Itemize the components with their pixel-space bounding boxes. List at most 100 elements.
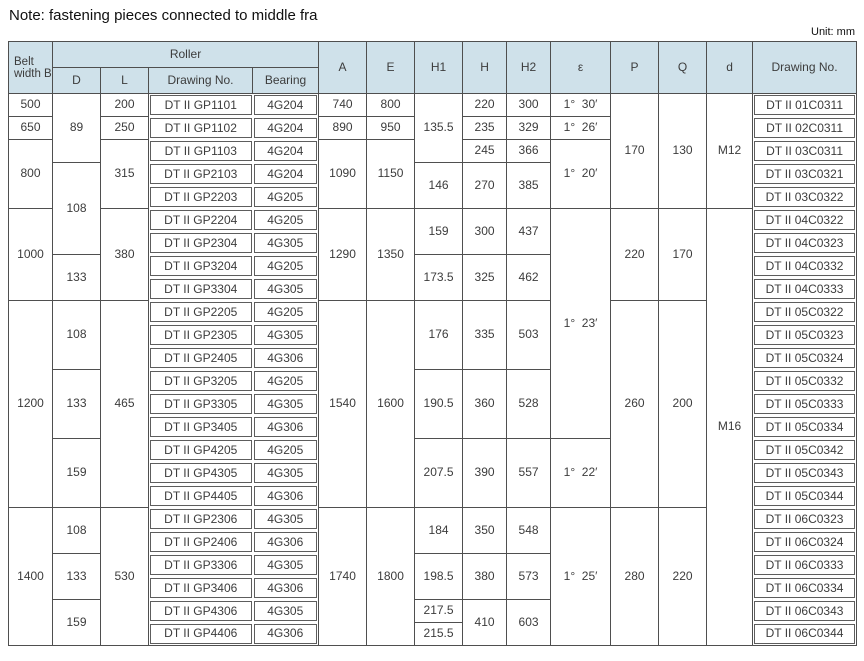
- table-cell: DT II GP2405: [149, 347, 253, 370]
- table-cell: 437: [506, 208, 552, 255]
- table-cell: DT II GP4306: [149, 600, 253, 623]
- table-cell: DT II 06C0324: [753, 531, 857, 554]
- table-cell: 800: [8, 139, 53, 209]
- table-cell: DT II GP2205: [149, 301, 253, 324]
- table-cell: 159: [52, 438, 101, 508]
- cell-box: DT II GP1103: [150, 141, 252, 161]
- cell-box: DT II GP1102: [150, 118, 252, 138]
- table-row: 800 315 DT II GP1103 4G204 1090 1150 245 366 1° …: [8, 139, 857, 209]
- table-row: 133 DT II GP3306 4G305 198.5 380 573 DT II 06C…: [9, 553, 857, 600]
- table-cell: DT II 06C0344: [753, 623, 857, 646]
- table-cell: 220: [658, 507, 708, 646]
- table-row: DT II GP2203 4G205 DT II 03C0322: [9, 186, 857, 209]
- table-cell: 4G305: [253, 554, 319, 577]
- table-cell: DT II 05C0332: [753, 370, 857, 393]
- table-cell: 360: [462, 369, 508, 439]
- cell-box: 4G305: [253, 463, 318, 483]
- table-cell: 108: [52, 300, 101, 370]
- cell-box: DT II 05C0334: [754, 417, 856, 437]
- cell-box: DT II GP2306: [150, 509, 252, 529]
- cell-box: DT II 04C0322: [754, 210, 856, 230]
- table-cell: 133: [52, 369, 101, 439]
- cell-box: DT II 05C0344: [754, 486, 856, 506]
- table-cell: 200: [100, 93, 149, 117]
- table-cell: 1800: [366, 507, 416, 646]
- table-cell: 1200: [8, 300, 53, 508]
- table-cell: 300: [462, 208, 508, 255]
- table-cell: 135.5: [414, 93, 464, 163]
- table-note: Note: fastening pieces connected to midd…: [9, 7, 318, 24]
- table-cell: 4G305: [253, 393, 319, 416]
- table-cell: DT II 05C0333: [753, 393, 857, 416]
- cell-box: DT II GP2406: [150, 532, 252, 552]
- table-cell: DT II 04C0332: [753, 255, 857, 278]
- table-cell: DT II GP1101: [149, 94, 253, 117]
- cell-box: DT II GP3406: [150, 578, 252, 598]
- table-cell: 1150: [366, 139, 416, 209]
- table-cell: 300: [506, 93, 552, 117]
- cell-box: 4G306: [253, 578, 318, 598]
- table-cell: DT II GP2406: [149, 531, 253, 554]
- cell-box: DT II 06C0343: [754, 601, 856, 621]
- table-row: DT II GP3305 4G305 DT II 05C0333: [9, 393, 857, 416]
- table-cell: 603: [506, 599, 552, 646]
- table-cell: DT II GP3305: [149, 393, 253, 416]
- table-cell: 315: [100, 139, 149, 209]
- table-cell: 280: [610, 507, 660, 646]
- table-cell: 325: [462, 254, 508, 301]
- table-cell: DT II GP3306: [149, 554, 253, 577]
- table-cell: 800: [366, 93, 416, 117]
- table-cell: DT II 06C0323: [753, 508, 857, 531]
- table-cell: DT II GP3204: [149, 255, 253, 278]
- table-cell: 1° 30′: [550, 93, 612, 117]
- table-cell: 4G306: [253, 347, 319, 370]
- table-cell: DT II 06C0343: [753, 600, 857, 623]
- table-cell: 740: [318, 93, 368, 117]
- table-cell: DT II 05C0324: [753, 347, 857, 370]
- cell-box: 4G306: [253, 348, 318, 368]
- table-cell: 130: [658, 93, 708, 209]
- table-cell: 159: [52, 599, 101, 646]
- cell-box: DT II GP3204: [150, 256, 252, 276]
- table-cell: 4G306: [253, 485, 319, 508]
- table-cell: DT II GP1102: [149, 117, 253, 140]
- table-cell: DT II GP4406: [149, 623, 253, 646]
- table-cell: 270: [462, 162, 508, 209]
- table-cell: DT II 04C0333: [753, 278, 857, 301]
- column-header-e: E: [366, 41, 416, 94]
- cell-box: DT II GP2205: [150, 302, 252, 322]
- table-cell: 329: [506, 116, 552, 140]
- cell-box: 4G306: [253, 532, 318, 552]
- table-cell: 4G305: [253, 508, 319, 531]
- table-cell: 1° 22′: [550, 438, 612, 508]
- cell-box: DT II GP4406: [150, 623, 252, 644]
- cell-box: DT II 05C0343: [754, 463, 856, 483]
- table-cell: DT II 05C0323: [753, 324, 857, 347]
- cell-box: DT II GP4306: [150, 601, 252, 621]
- table-cell: DT II 05C0322: [753, 301, 857, 324]
- table-cell: DT II 05C0342: [753, 439, 857, 462]
- table-cell: 1° 26′: [550, 116, 612, 140]
- column-header-l: L: [100, 67, 149, 94]
- table-cell: 500: [8, 93, 53, 117]
- cell-box: DT II 04C0333: [754, 279, 856, 299]
- table-cell: 245: [462, 139, 508, 163]
- table-row: 108 DT II GP2103 4G204 146 270 385 DT II 03C03…: [9, 162, 857, 255]
- table-cell: 528: [506, 369, 552, 439]
- table-cell: DT II GP3406: [149, 577, 253, 600]
- table-row: 650 250 DT II GP1102 4G204 890 950 235 329 1° 26…: [8, 116, 857, 140]
- cell-box: DT II 03C0322: [754, 187, 856, 207]
- table-cell: DT II 03C0322: [753, 186, 857, 209]
- table-row: DT II GP2304 4G305 DT II 04C0323: [9, 232, 857, 255]
- table-cell: DT II GP1103: [149, 140, 253, 163]
- table-cell: 4G305: [253, 324, 319, 347]
- cell-box: 4G205: [253, 210, 318, 230]
- table-cell: 950: [366, 116, 416, 140]
- table-cell: 1600: [366, 300, 416, 508]
- cell-box: DT II 05C0322: [754, 302, 856, 322]
- cell-box: DT II GP4205: [150, 440, 252, 460]
- table-cell: 184: [414, 507, 464, 554]
- table-cell: 4G204: [253, 140, 319, 163]
- table-cell: 503: [506, 300, 552, 370]
